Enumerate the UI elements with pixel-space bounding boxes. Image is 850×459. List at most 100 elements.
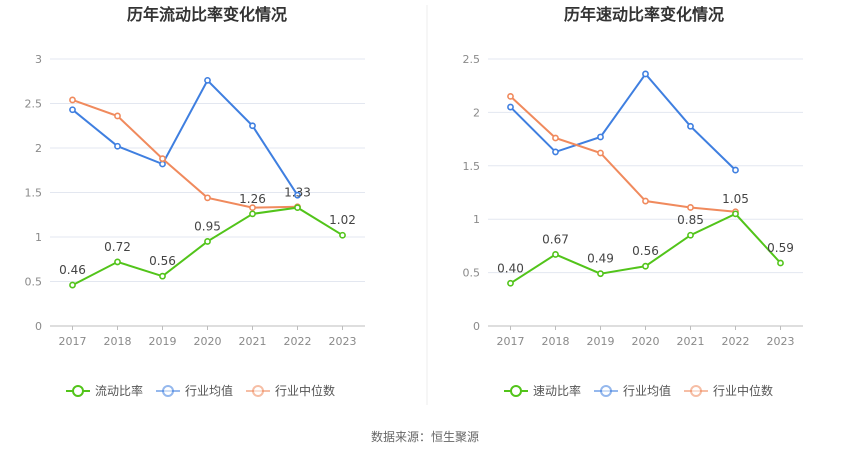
y-tick-label: 1.5 (463, 160, 481, 173)
legend-item: 流动比率 (66, 383, 143, 398)
data-point (159, 272, 166, 280)
legend-marker (72, 385, 84, 397)
current-ratio-chart: 历年流动比率变化情况 0 0.5 1 1.5 2 2.5 3 2017 2018 2019 2020 2… (25, 5, 365, 398)
data-point (732, 210, 739, 218)
quick-ratio-chart: 历年速动比率变化情况 0 0.5 1 1.5 2 2.5 2017 2018 2019 2020 20… (463, 5, 803, 398)
data-point (249, 204, 256, 212)
data-point (204, 194, 211, 202)
data-label: 0.85 (677, 213, 704, 227)
x-tick-label: 2023 (329, 335, 357, 348)
data-point (114, 142, 121, 150)
y-tick-label: 2.5 (463, 53, 481, 66)
y-tick-label: 0.5 (463, 267, 481, 280)
data-point (204, 76, 211, 84)
x-tick-label: 2019 (587, 335, 615, 348)
data-label: 0.40 (497, 261, 524, 275)
data-label: 0.95 (194, 219, 221, 233)
chart-title: 历年流动比率变化情况 (127, 5, 287, 24)
chart-title: 历年速动比率变化情况 (564, 5, 724, 24)
data-point (552, 134, 559, 142)
legend-label: 行业均值 (185, 383, 233, 398)
legend-item: 行业均值 (594, 383, 671, 398)
data-point (687, 204, 694, 211)
y-tick-label: 2 (473, 106, 480, 119)
data-point (69, 281, 76, 289)
data-label: 0.49 (587, 252, 614, 266)
legend-marker (252, 385, 264, 397)
data-label: 0.56 (149, 254, 176, 268)
series-line (72, 98, 298, 209)
y-tick-label: 0 (35, 320, 42, 333)
data-label: 0.56 (632, 244, 659, 258)
legend-item: 行业中位数 (684, 383, 773, 398)
legend-item: 速动比率 (504, 383, 581, 398)
x-tick-label: 2021 (239, 335, 267, 348)
series-1 (507, 70, 739, 174)
series-line (509, 95, 736, 213)
series-0 (69, 204, 346, 289)
data-point (597, 149, 604, 157)
x-tick-label: 2019 (149, 335, 177, 348)
data-point (507, 92, 514, 100)
data-point (507, 103, 514, 111)
data-label: 0.59 (767, 241, 794, 255)
legend-label: 行业中位数 (275, 383, 335, 398)
data-point (732, 166, 739, 174)
data-point (294, 204, 301, 212)
data-point (597, 133, 604, 141)
x-tick-label: 2023 (767, 335, 795, 348)
x-tick-label: 2022 (284, 335, 312, 348)
legend-label: 行业中位数 (713, 383, 773, 398)
data-point (507, 279, 514, 287)
y-tick-label: 1 (473, 213, 480, 226)
data-point (687, 231, 694, 239)
legend-marker (600, 385, 612, 397)
data-label: 0.46 (59, 263, 86, 277)
data-point (159, 160, 166, 168)
series-line (71, 78, 299, 196)
data-label: 1.26 (239, 192, 266, 206)
data-point (687, 122, 694, 130)
legend-label: 行业均值 (623, 383, 671, 398)
data-point (777, 259, 784, 267)
legend-label: 流动比率 (95, 383, 143, 398)
data-point (114, 112, 121, 120)
x-tick-label: 2017 (59, 335, 87, 348)
x-tick-label: 2020 (194, 335, 222, 348)
data-point (249, 210, 256, 218)
data-point (552, 251, 559, 258)
series-line (509, 72, 737, 171)
y-tick-label: 3 (35, 53, 42, 66)
x-tick-label: 2018 (104, 335, 132, 348)
series-1 (69, 76, 301, 199)
x-tick-label: 2022 (722, 335, 750, 348)
data-point (69, 96, 76, 104)
legend-marker (162, 385, 174, 397)
data-point (204, 238, 211, 245)
data-label: 1.33 (284, 186, 311, 200)
legend-item: 行业中位数 (246, 383, 335, 398)
legend-label: 速动比率 (533, 383, 581, 398)
x-tick-label: 2018 (542, 335, 570, 348)
data-point (159, 155, 166, 163)
data-point (339, 231, 346, 239)
data-label: 1.05 (722, 192, 749, 206)
data-label: 0.67 (542, 232, 569, 246)
data-point (552, 148, 559, 156)
data-point (114, 258, 121, 266)
y-tick-label: 1 (35, 231, 42, 244)
x-tick-label: 2021 (677, 335, 705, 348)
data-label: 0.72 (104, 240, 131, 254)
data-point (294, 191, 301, 199)
data-point (642, 70, 649, 78)
y-tick-label: 0 (473, 320, 480, 333)
legend-marker (690, 385, 702, 397)
data-label: 1.02 (329, 213, 356, 227)
x-tick-label: 2020 (632, 335, 660, 348)
legend-item: 行业均值 (156, 383, 233, 398)
series-2 (507, 92, 739, 216)
x-tick-label: 2017 (497, 335, 525, 348)
y-tick-label: 1.5 (25, 187, 43, 200)
series-0 (507, 210, 784, 287)
